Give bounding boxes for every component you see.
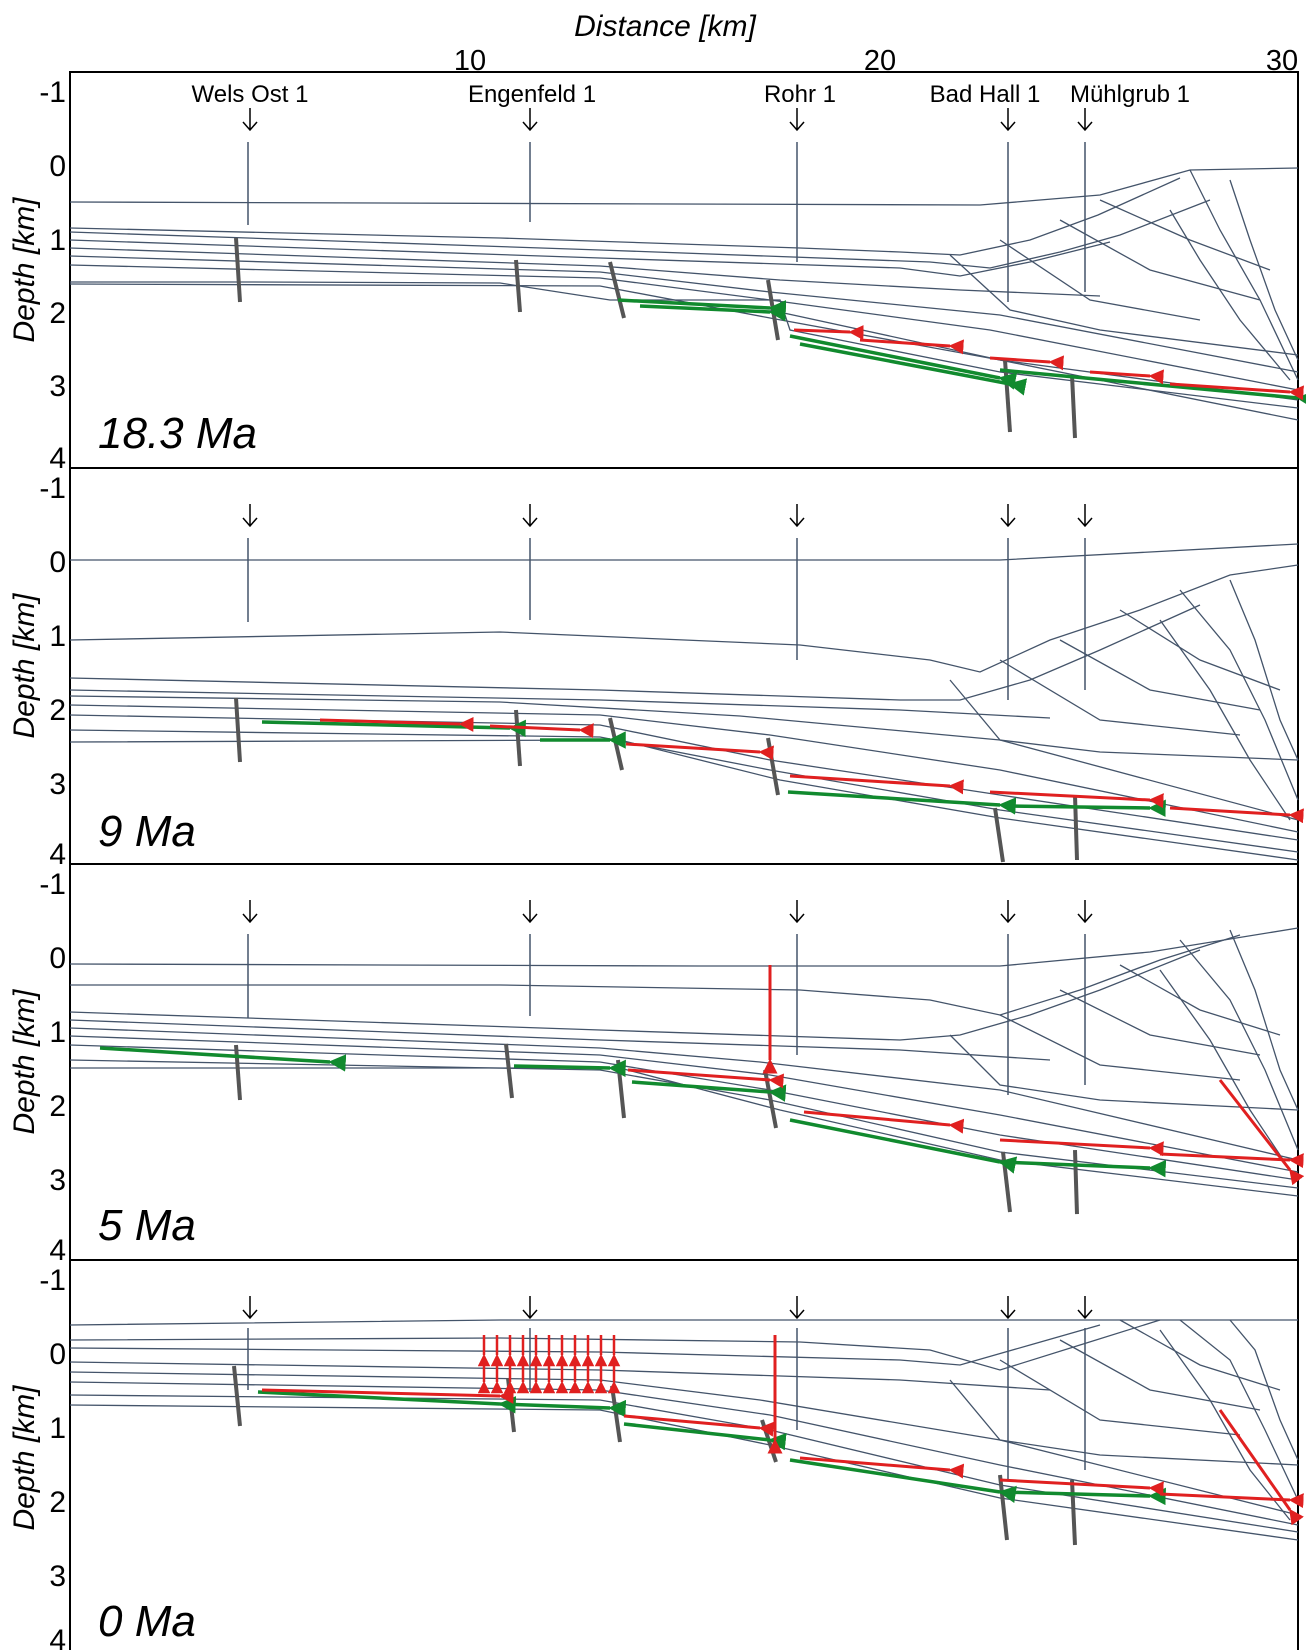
well-label-wels-ost-1: Wels Ost 1 [192, 81, 309, 108]
flow-vectors-green [99, 1046, 1167, 1178]
panel-5-ma: 5 Ma [69, 863, 1305, 1261]
vertical-flow-vectors [477, 1335, 621, 1394]
depth-tick: 0 [49, 942, 66, 975]
panel-0-ma: 0 Ma [69, 1259, 1304, 1650]
x-axis-title: Distance [km] [574, 10, 756, 43]
depth-tick: 4 [49, 1234, 66, 1267]
depth-tick: -1 [39, 868, 66, 901]
panel-age-label: 5 Ma [98, 1201, 196, 1250]
down-arrow-icon [1077, 108, 1093, 132]
down-arrow-icon [1077, 504, 1093, 528]
panel-age-label: 9 Ma [98, 807, 196, 856]
depth-axis: -1 0 1 2 3 4 -1 0 1 2 3 4 -1 0 1 2 3 4 -… [39, 76, 66, 1650]
down-arrow-icon [1000, 1296, 1016, 1320]
flow-vectors-red [793, 324, 1304, 401]
panel-frame [69, 467, 1299, 865]
depth-tick: 0 [49, 546, 66, 579]
depth-tick: 4 [49, 838, 66, 871]
strata-lines [69, 167, 1299, 421]
down-arrow-icon [1077, 1296, 1093, 1320]
down-arrow-icon [242, 504, 258, 528]
well-markers [242, 108, 1093, 302]
panel-frame [69, 863, 1299, 1261]
down-arrow-icon [789, 108, 805, 132]
depth-tick: 1 [49, 224, 66, 257]
panel-age-label: 18.3 Ma [98, 409, 257, 458]
down-arrow-icon [242, 1296, 258, 1320]
y-axis-title: Depth [km] [8, 989, 41, 1135]
depth-tick: 4 [49, 1624, 66, 1650]
down-arrow-icon [522, 108, 538, 132]
y-axis-title: Depth [km] [8, 1385, 41, 1531]
y-axis-title: Depth [km] [8, 593, 41, 739]
down-arrow-icon [522, 1296, 538, 1320]
depth-tick: 3 [49, 370, 66, 403]
depth-tick: 0 [49, 150, 66, 183]
depth-tick: 2 [49, 694, 66, 727]
depth-tick: 0 [49, 1338, 66, 1371]
depth-tick: 3 [49, 768, 66, 801]
well-markers [242, 504, 1093, 700]
down-arrow-icon [1077, 900, 1093, 924]
depth-tick: 3 [49, 1560, 66, 1593]
down-arrow-icon [789, 1296, 805, 1320]
depth-tick: -1 [39, 76, 66, 109]
depth-tick: 2 [49, 297, 66, 330]
panel-frame [69, 1259, 1299, 1650]
well-labels: Wels Ost 1 Engenfeld 1 Rohr 1 Bad Hall 1… [192, 81, 1191, 108]
well-label-engenfeld-1: Engenfeld 1 [468, 81, 596, 108]
y-axis-title: Depth [km] [8, 197, 41, 343]
down-arrow-icon [1000, 108, 1016, 132]
down-arrow-icon [1000, 504, 1016, 528]
depth-axis-titles: Depth [km] Depth [km] Depth [km] Depth [… [8, 197, 41, 1531]
well-label-muhlgrub-1: Mühlgrub 1 [1070, 81, 1190, 108]
panel-age-label: 0 Ma [98, 1597, 196, 1646]
down-arrow-icon [789, 900, 805, 924]
fault-lines [234, 1043, 1079, 1215]
down-arrow-icon [242, 108, 258, 132]
flow-vectors-green [617, 298, 1306, 409]
panel-18-3-ma: 18.3 Ma [69, 71, 1306, 469]
down-arrow-icon [242, 900, 258, 924]
fault-lines [234, 237, 1077, 439]
flow-vectors-green [257, 1390, 1166, 1506]
down-arrow-icon [522, 504, 538, 528]
depth-tick: 4 [49, 442, 66, 475]
well-label-bad-hall-1: Bad Hall 1 [930, 81, 1041, 108]
flow-vectors-red [627, 965, 1305, 1186]
strata-lines [69, 927, 1299, 1197]
depth-tick: 1 [49, 620, 66, 653]
well-label-rohr-1: Rohr 1 [764, 81, 836, 108]
depth-tick: 2 [49, 1486, 66, 1519]
flow-vectors-red [319, 716, 1304, 824]
well-markers [242, 900, 1093, 1095]
panel-9-ma: 9 Ma [69, 467, 1304, 865]
depth-tick: -1 [39, 1264, 66, 1297]
depth-tick: 1 [49, 1016, 66, 1049]
down-arrow-icon [1000, 900, 1016, 924]
depth-tick: -1 [39, 472, 66, 505]
flow-vectors-red [261, 1335, 1304, 1526]
depth-tick: 2 [49, 1090, 66, 1123]
strata-lines [69, 543, 1299, 861]
depth-tick: 1 [49, 1412, 66, 1445]
down-arrow-icon [522, 900, 538, 924]
depth-tick: 3 [49, 1164, 66, 1197]
down-arrow-icon [789, 504, 805, 528]
